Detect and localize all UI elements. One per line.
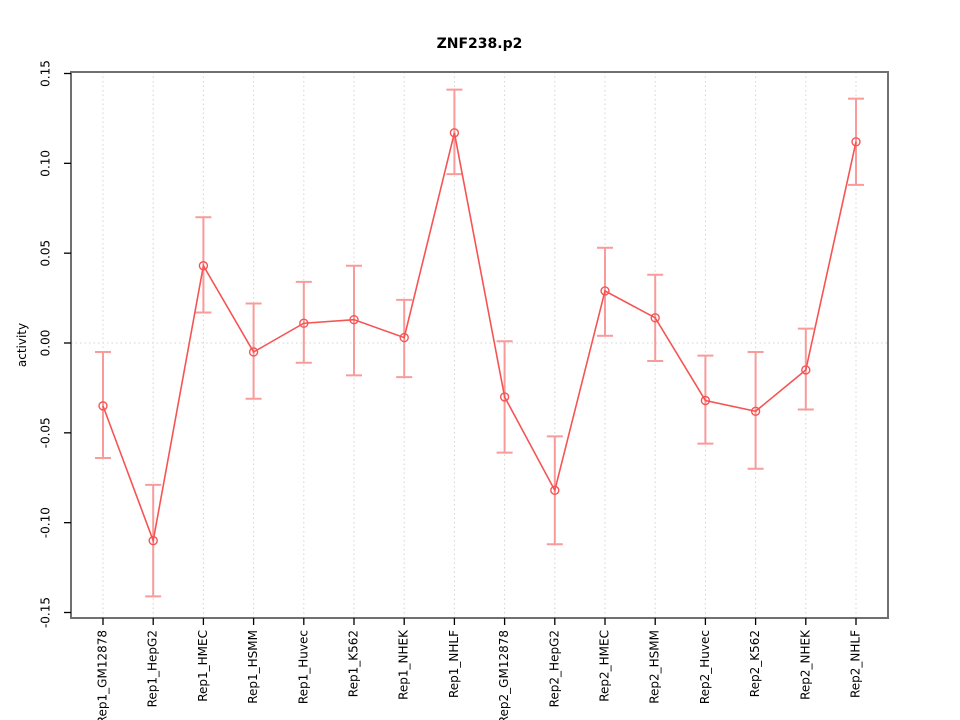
chart-title: ZNF238.p2 xyxy=(436,36,523,52)
y-tick-label: 0.10 xyxy=(39,150,53,177)
y-tick-label: 0.05 xyxy=(39,240,53,267)
data-point xyxy=(600,286,610,296)
x-tick-label: Rep2_HepG2 xyxy=(547,630,561,707)
data-point xyxy=(148,535,158,546)
x-tick-label: Rep2_HSMM xyxy=(648,630,662,704)
x-tick-label: Rep1_HMEC xyxy=(196,630,210,702)
data-point xyxy=(98,401,108,411)
y-tick-label: -0.05 xyxy=(39,417,53,448)
data-point xyxy=(550,485,560,496)
x-tick-label: Rep2_NHEK xyxy=(798,629,812,700)
data-point xyxy=(349,314,359,325)
plot-border xyxy=(70,71,889,619)
data-point xyxy=(248,347,259,357)
data-point xyxy=(399,332,409,343)
data-point xyxy=(650,313,660,323)
data-line xyxy=(102,132,857,544)
x-tick-label: Rep2_GM12878 xyxy=(497,630,511,720)
data-point xyxy=(449,128,460,138)
x-tick-label: Rep1_NHEK xyxy=(397,629,411,700)
y-tick-label: -0.10 xyxy=(39,507,53,538)
x-tick-label: Rep1_HepG2 xyxy=(146,630,160,707)
x-tick-label: Rep2_Huvec xyxy=(698,630,712,704)
y-tick-label: 0.15 xyxy=(39,60,53,87)
data-point xyxy=(198,261,209,271)
x-tick-label: Rep1_K562 xyxy=(347,630,361,697)
x-tick-label: Rep2_NHLF xyxy=(849,630,863,698)
data-point xyxy=(299,318,309,328)
x-tick-label: Rep2_K562 xyxy=(748,630,762,697)
x-tick-label: Rep1_GM12878 xyxy=(96,630,110,720)
x-tick-label: Rep1_Huvec xyxy=(296,630,310,704)
y-tick-label: 0.00 xyxy=(39,330,53,357)
data-point xyxy=(851,137,861,147)
x-tick-label: Rep1_NHLF xyxy=(447,630,461,698)
x-tick-label: Rep2_HMEC xyxy=(598,630,612,702)
y-tick-label: -0.15 xyxy=(39,597,53,628)
data-point xyxy=(801,365,811,375)
data-point xyxy=(750,406,761,416)
data-point xyxy=(499,392,510,402)
data-point xyxy=(700,395,711,406)
x-tick-label: Rep1_HSMM xyxy=(246,630,260,704)
